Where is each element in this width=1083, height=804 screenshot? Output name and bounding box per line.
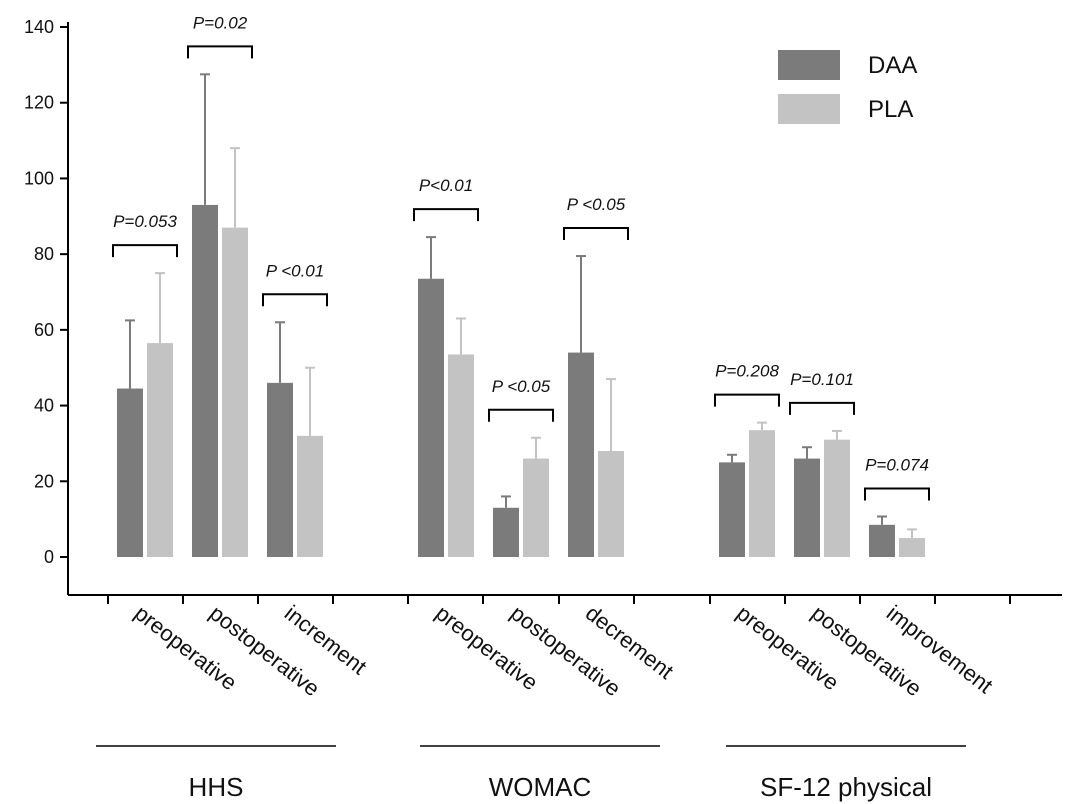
p-value-label: P=0.101 [790,370,854,389]
bar-daa [719,462,745,557]
significance-bracket [413,208,479,222]
p-value-label: P<0.01 [419,176,473,195]
bar-daa [192,204,218,557]
bar-pla [899,538,925,557]
bar-pla [297,435,323,557]
p-value-label: P=0.208 [715,362,779,381]
bar-daa [418,278,444,557]
bar-pla [448,354,474,557]
y-tick-label: 60 [34,320,54,340]
p-value-annotations: P=0.053 P=0.02 P <0.01 P<0.01 P <0.05 P <0.05… [112,13,930,501]
group-label: HHS [189,772,244,802]
significance-bracket [789,401,855,415]
bar-daa [117,388,143,557]
bar-pla [749,430,775,557]
p-value-label: P <0.05 [567,195,626,214]
significance-bracket [187,45,253,59]
bar-pla [824,439,850,557]
y-axis: 0 20 40 60 80 100 120 140 [24,17,69,595]
p-value-label: P=0.074 [865,455,929,474]
bar-pla [598,451,624,557]
bar-daa [568,352,594,557]
bar-daa [869,524,895,557]
group-label: SF-12 physical [760,772,932,802]
legend-label-daa: DAA [868,52,917,79]
bar-pla [222,227,248,557]
bar-daa [493,507,519,557]
significance-bracket [488,408,554,422]
y-tick-label: 100 [24,168,54,188]
x-axis [68,594,1062,604]
y-tick-label: 0 [44,547,54,567]
significance-bracket [864,487,930,501]
y-tick-label: 20 [34,471,54,491]
p-value-label: P=0.02 [193,13,248,32]
p-value-label: P <0.01 [266,261,324,280]
bars [117,73,925,557]
bar-daa [267,382,293,557]
significance-bracket [112,244,178,258]
bar-daa [794,458,820,557]
significance-bracket [262,293,328,307]
significance-bracket [714,393,780,407]
p-value-label: P=0.053 [113,212,177,231]
legend-label-pla: PLA [868,96,913,123]
legend-swatch-daa [778,50,840,80]
bar-pla [523,458,549,557]
p-value-label: P <0.05 [492,377,551,396]
y-tick-label: 80 [34,244,54,264]
bar-pla [147,343,173,557]
group-label: WOMAC [489,772,592,802]
legend-swatch-pla [778,94,840,124]
y-tick-label: 40 [34,396,54,416]
significance-bracket [563,227,629,241]
category-labels: preoperativepostoperativeincrementHHSpre… [96,600,998,802]
legend: DAA PLA [778,50,917,124]
y-tick-label: 140 [24,17,54,37]
y-tick-label: 120 [24,93,54,113]
